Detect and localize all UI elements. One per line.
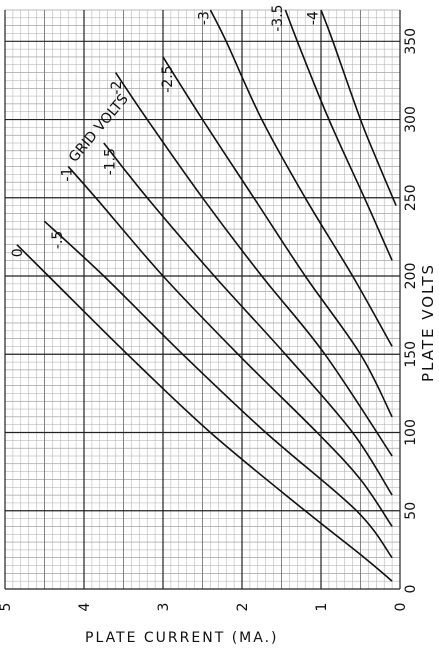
curve-label-negp5: -.5 xyxy=(50,231,66,249)
curve-grid-neg3 xyxy=(209,9,393,347)
x-axis-title: PLATE VOLTS xyxy=(419,263,437,382)
x-tick-label: 0 xyxy=(403,585,419,594)
curve-grid-negp5 xyxy=(43,220,393,559)
curve-grid-neg2 xyxy=(114,72,393,457)
curve-grid-neg4 xyxy=(320,9,397,206)
curve-label-neg1p5: -1.5 xyxy=(102,148,118,175)
curve-grid-neg3p5 xyxy=(284,9,393,261)
grid-major xyxy=(4,10,401,590)
y-tick-label: 2 xyxy=(235,603,251,612)
curve-label-neg4: -4 xyxy=(305,11,321,25)
x-tick-label: 150 xyxy=(403,341,419,368)
curve-label-neg3: -3 xyxy=(197,11,213,25)
x-tick-label: 100 xyxy=(403,419,419,446)
curve-grid-neg1 xyxy=(67,165,393,527)
y-tick-label: 5 xyxy=(0,603,14,612)
y-tick-label: 3 xyxy=(156,603,172,612)
y-tick-label: 4 xyxy=(77,602,93,611)
x-tick-label: 200 xyxy=(403,263,419,290)
x-tick-label: 50 xyxy=(403,502,419,520)
curve-label-neg2p5: -2.5 xyxy=(160,65,176,92)
y-tick-label: 0 xyxy=(393,603,409,612)
curve-label-0: 0 xyxy=(10,248,26,257)
grid-minor xyxy=(5,9,400,589)
curve-labels: 0 -.5 -1 -1.5 -2 -2.5 -3 -3.5 -4 xyxy=(10,4,321,257)
curve-label-neg3p5: -3.5 xyxy=(270,4,286,31)
curve-grid-0 xyxy=(16,244,393,582)
curve-label-neg1: -1 xyxy=(60,168,76,182)
x-tick-label: 300 xyxy=(403,106,419,133)
x-tick-labels: 0 50 100 150 200 250 300 350 xyxy=(403,28,419,594)
x-tick-label: 350 xyxy=(403,28,419,55)
curve-grid-neg1p5 xyxy=(103,142,393,496)
curve-label-neg2: -2 xyxy=(109,81,125,95)
curve-grid-neg2p5 xyxy=(162,56,393,418)
x-tick-label: 250 xyxy=(403,184,419,211)
y-axis-title: PLATE CURRENT (MA.) xyxy=(85,630,278,646)
y-tick-label: 1 xyxy=(314,603,330,612)
curve-group xyxy=(16,9,397,582)
y-tick-labels: 0 1 2 3 4 5 xyxy=(0,602,409,611)
